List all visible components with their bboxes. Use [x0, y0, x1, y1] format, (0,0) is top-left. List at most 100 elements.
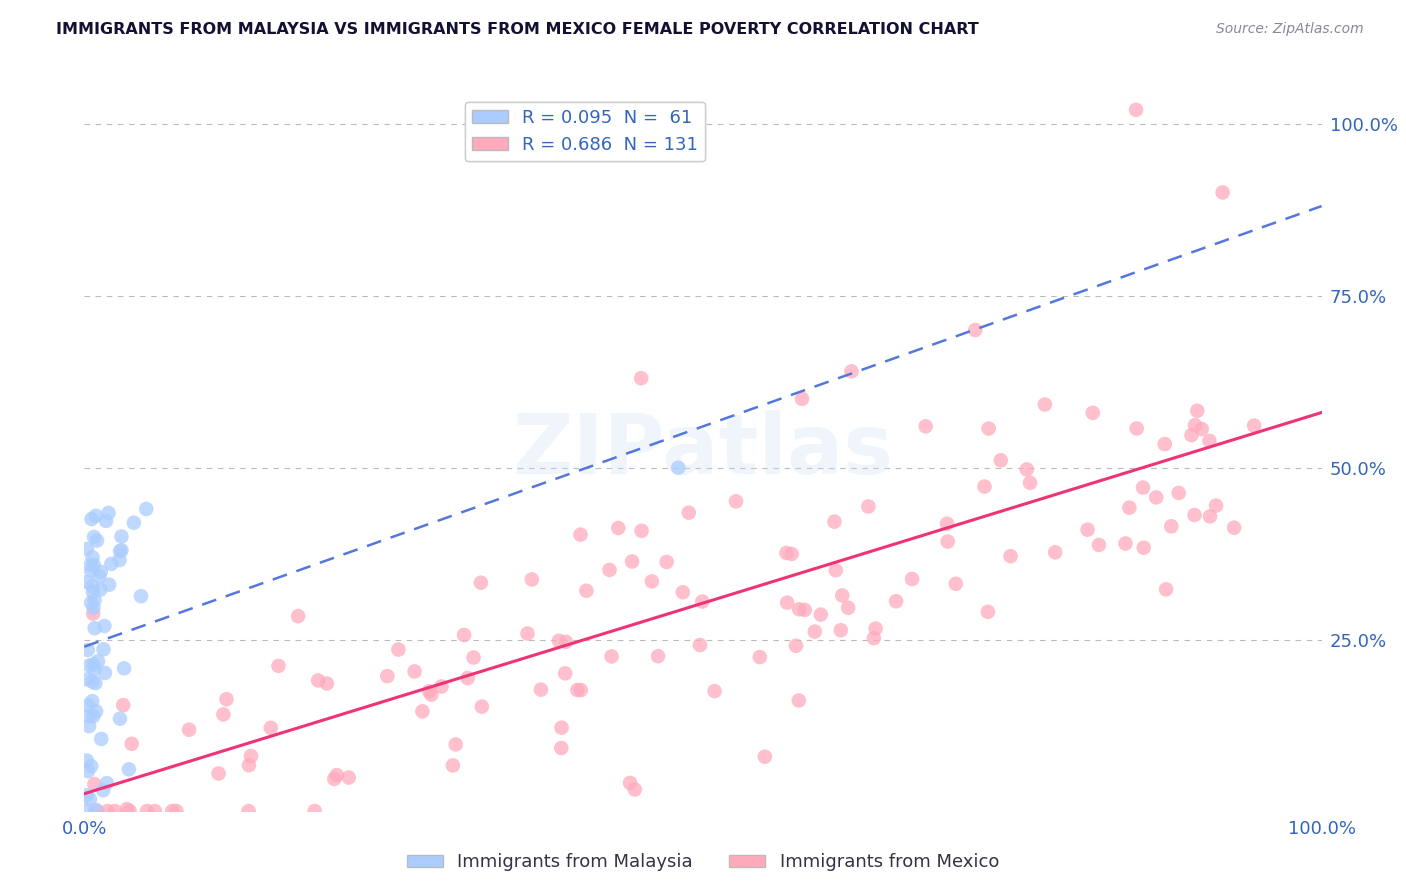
Point	[748, 650, 770, 665]
Point	[965, 323, 987, 337]
Point	[990, 453, 1012, 467]
Point	[630, 524, 652, 538]
Point	[754, 749, 776, 764]
Point	[79, 658, 101, 673]
Point	[121, 737, 143, 751]
Point	[104, 804, 127, 818]
Point	[93, 619, 115, 633]
Point	[600, 649, 623, 664]
Point	[914, 419, 936, 434]
Point	[108, 712, 131, 726]
Point	[323, 772, 346, 786]
Point	[316, 676, 339, 690]
Point	[76, 803, 98, 817]
Point	[1154, 582, 1177, 597]
Point	[238, 804, 260, 818]
Point	[76, 789, 98, 803]
Point	[76, 643, 98, 657]
Point	[945, 576, 967, 591]
Point	[307, 673, 329, 688]
Point	[1160, 519, 1182, 533]
Point	[79, 792, 101, 806]
Point	[775, 546, 797, 560]
Text: IMMIGRANTS FROM MALAYSIA VS IMMIGRANTS FROM MEXICO FEMALE POVERTY CORRELATION CH: IMMIGRANTS FROM MALAYSIA VS IMMIGRANTS F…	[56, 22, 979, 37]
Point	[1167, 486, 1189, 500]
Point	[520, 573, 543, 587]
Point	[112, 661, 135, 675]
Point	[1180, 428, 1202, 442]
Point	[1115, 536, 1137, 550]
Point	[83, 777, 105, 791]
Point	[1212, 186, 1234, 200]
Point	[724, 494, 747, 508]
Point	[115, 802, 138, 816]
Point	[1191, 422, 1213, 436]
Point	[516, 626, 538, 640]
Point	[457, 671, 479, 685]
Point	[655, 555, 678, 569]
Point	[804, 624, 827, 639]
Point	[1132, 541, 1154, 555]
Point	[82, 600, 104, 615]
Point	[76, 574, 98, 589]
Point	[1088, 538, 1111, 552]
Point	[780, 547, 803, 561]
Point	[260, 721, 283, 735]
Point	[83, 621, 105, 635]
Point	[569, 683, 592, 698]
Point	[82, 674, 104, 689]
Point	[82, 607, 104, 621]
Point	[1132, 481, 1154, 495]
Point	[97, 506, 120, 520]
Point	[90, 731, 112, 746]
Point	[471, 699, 494, 714]
Text: Source: ZipAtlas.com: Source: ZipAtlas.com	[1216, 22, 1364, 37]
Point	[96, 776, 118, 790]
Point	[240, 749, 263, 764]
Point	[80, 512, 103, 526]
Point	[80, 558, 103, 572]
Point	[80, 564, 103, 578]
Point	[1205, 499, 1227, 513]
Point	[1223, 521, 1246, 535]
Point	[82, 579, 104, 593]
Point	[865, 622, 887, 636]
Point	[82, 694, 104, 708]
Point	[90, 565, 112, 579]
Point	[824, 563, 846, 577]
Point	[238, 758, 260, 772]
Point	[420, 688, 443, 702]
Point	[83, 662, 105, 676]
Point	[1144, 491, 1167, 505]
Point	[837, 600, 859, 615]
Point	[554, 666, 576, 681]
Point	[304, 804, 326, 818]
Point	[672, 585, 695, 599]
Point	[567, 683, 589, 698]
Point	[76, 673, 98, 687]
Legend: Immigrants from Malaysia, Immigrants from Mexico: Immigrants from Malaysia, Immigrants fro…	[399, 847, 1007, 879]
Point	[470, 575, 492, 590]
Point	[76, 754, 98, 768]
Point	[689, 638, 711, 652]
Point	[77, 709, 100, 723]
Point	[82, 657, 104, 672]
Point	[793, 603, 815, 617]
Point	[790, 392, 813, 406]
Point	[624, 782, 647, 797]
Point	[1015, 462, 1038, 476]
Point	[1187, 403, 1209, 417]
Point	[444, 738, 467, 752]
Point	[84, 704, 107, 718]
Point	[82, 550, 104, 565]
Point	[1081, 406, 1104, 420]
Point	[89, 582, 111, 597]
Point	[143, 804, 166, 818]
Point	[83, 558, 105, 573]
Point	[1077, 523, 1099, 537]
Point	[162, 804, 184, 818]
Point	[973, 479, 995, 493]
Point	[977, 605, 1000, 619]
Point	[936, 534, 959, 549]
Point	[463, 650, 485, 665]
